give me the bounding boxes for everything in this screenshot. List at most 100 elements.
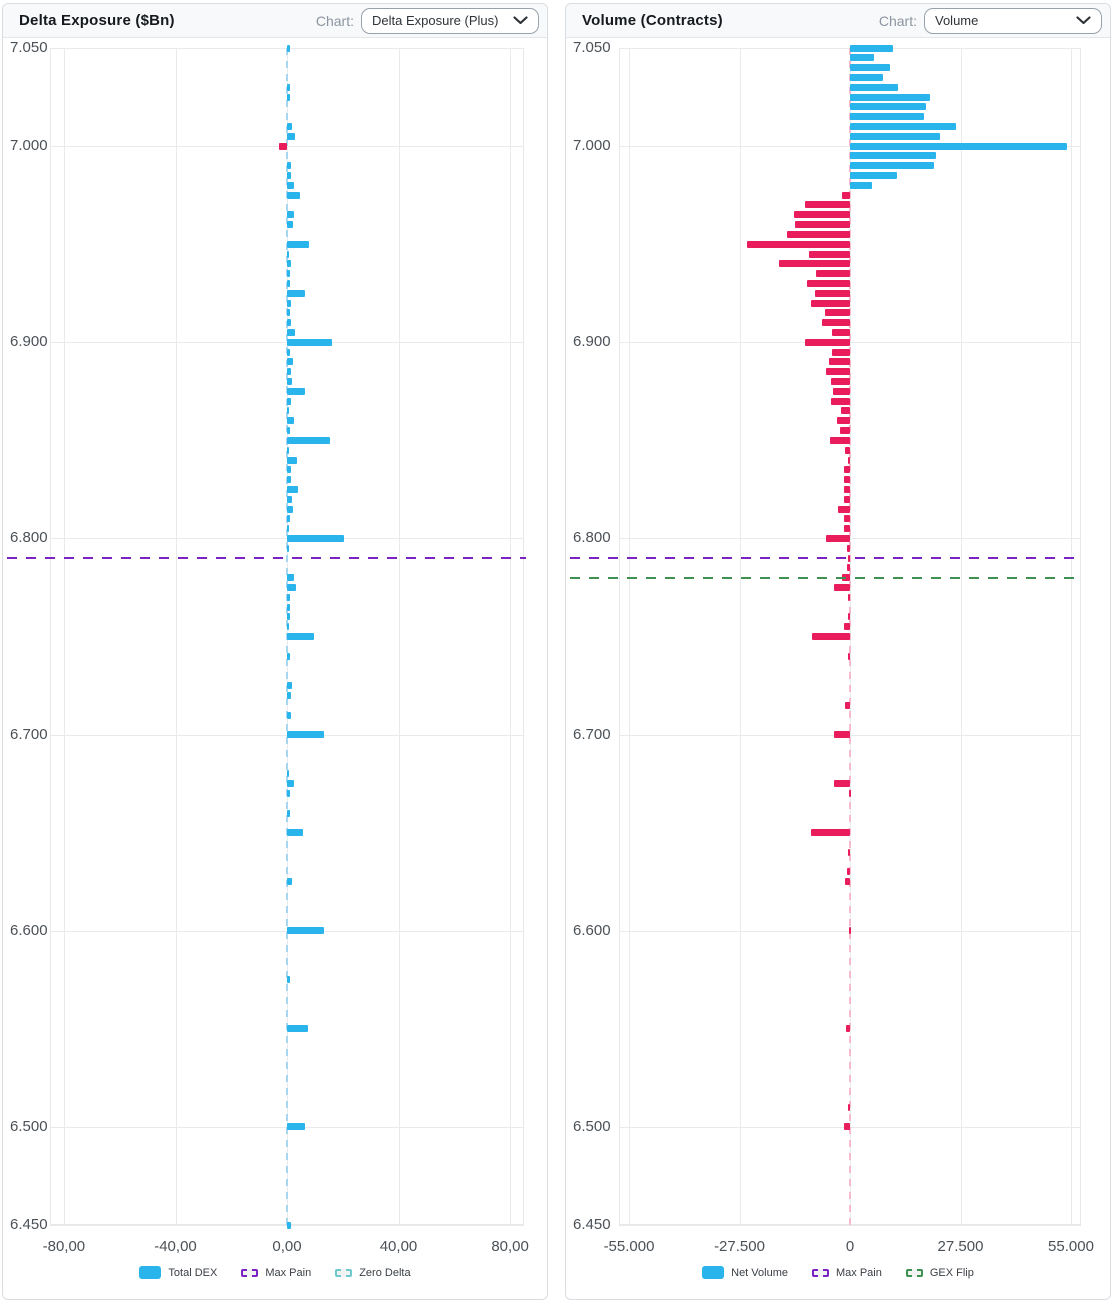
bar [850, 162, 934, 170]
bar [844, 446, 850, 454]
bar [287, 93, 291, 101]
legend-label: Max Pain [265, 1266, 312, 1279]
dropdown-selected-value: Delta Exposure (Plus) [372, 13, 499, 28]
y-tick-label: 6.800 [573, 529, 611, 547]
bar [287, 338, 332, 346]
panel-header: Delta Exposure ($Bn) Chart: Delta Exposu… [3, 4, 547, 38]
bar [848, 1103, 850, 1111]
bar [287, 633, 315, 640]
chart-select-label: Chart: [315, 12, 354, 29]
x-tick-label: -27.500 [714, 1238, 765, 1255]
bar [287, 348, 291, 356]
legend-item: Zero Delta [335, 1267, 411, 1279]
legend-swatch [241, 1268, 259, 1277]
legend: Total DEX Max Pain Zero Delta [3, 1266, 547, 1279]
bar [287, 191, 300, 199]
max-pain-line [570, 557, 1083, 559]
bar [846, 544, 850, 552]
bar [287, 485, 298, 493]
zero-axis-line [849, 48, 851, 1225]
grid-line-vertical [63, 48, 65, 1225]
x-tick-label: 40,00 [379, 1238, 418, 1255]
bar [846, 1025, 850, 1033]
legend-item: Max Pain [812, 1267, 882, 1279]
bar [850, 83, 898, 91]
bar [808, 250, 850, 258]
y-tick-label: 7.000 [573, 137, 611, 155]
grid-line-vertical [1071, 48, 1072, 1225]
bar [848, 652, 851, 660]
bar [829, 436, 850, 444]
y-tick-label: 6.700 [10, 725, 48, 743]
legend-swatch [812, 1268, 829, 1277]
y-tick-label: 6.600 [10, 921, 48, 939]
bar [833, 780, 850, 788]
bar [287, 181, 294, 189]
bar [287, 44, 291, 52]
bar [811, 829, 850, 837]
y-tick-label: 7.050 [10, 39, 48, 56]
bar [287, 358, 293, 366]
bar [840, 407, 850, 415]
legend: Net Volume Max Pain GEX Flip [566, 1266, 1110, 1279]
bar [848, 927, 851, 935]
volume-chart: -55.000 -27.500 0 27.500 55.000 7.050 7.000 6.9… [566, 39, 1110, 1299]
bar [815, 289, 850, 297]
bar [848, 593, 851, 601]
bar [287, 1025, 308, 1033]
bar [846, 564, 850, 572]
bar [287, 515, 290, 523]
x-tick-label: 0,00 [272, 1238, 302, 1255]
bar [287, 829, 303, 837]
chart-select-label: Chart: [878, 12, 917, 29]
bar [287, 319, 291, 327]
bar [779, 260, 850, 268]
bar [845, 701, 850, 709]
bar [811, 299, 850, 307]
bar [287, 505, 293, 513]
bar [850, 152, 936, 160]
chart-selector: Chart: Volume [878, 7, 1102, 34]
bar [287, 83, 290, 91]
bar [287, 613, 290, 621]
bar [838, 505, 850, 513]
bar [850, 181, 872, 189]
bar [845, 878, 850, 886]
volume-panel: Volume (Contracts) Chart: Volume -55.000… [565, 3, 1111, 1300]
bar [287, 240, 309, 248]
bar [844, 623, 850, 631]
grid-line-vertical [739, 48, 741, 1225]
bar [844, 1123, 850, 1131]
chart-type-dropdown[interactable]: Delta Exposure (Plus) [361, 7, 539, 34]
bar [833, 387, 850, 395]
grid-line-vertical [175, 48, 177, 1225]
y-tick-label: 6.500 [573, 1117, 611, 1135]
legend-swatch [335, 1268, 353, 1277]
legend-swatch [139, 1266, 162, 1279]
bar [287, 476, 291, 484]
x-tick-label: 27.500 [937, 1238, 984, 1255]
bar [830, 397, 850, 405]
bar [287, 309, 291, 317]
chart-type-dropdown[interactable]: Volume [924, 7, 1102, 34]
x-tick-label: -80,00 [42, 1238, 86, 1255]
legend-item: Max Pain [241, 1267, 311, 1279]
bar [287, 534, 344, 542]
dropdown-selected-value: Volume [935, 13, 979, 28]
bar [287, 789, 291, 797]
y-tick-label: 6.600 [573, 921, 611, 939]
bar [287, 623, 289, 631]
bar [287, 878, 292, 886]
bar [287, 387, 306, 395]
bar [811, 633, 850, 640]
bar [850, 64, 890, 72]
bar [850, 132, 940, 140]
y-tick-label: 6.450 [573, 1216, 611, 1233]
grid-line-vertical [510, 48, 512, 1225]
page-title: Delta Exposure ($Bn) [19, 12, 175, 29]
bar [287, 584, 297, 591]
grid-line-vertical [629, 48, 630, 1225]
bar [287, 270, 291, 278]
bar [795, 221, 850, 228]
grid-line-vertical [398, 48, 400, 1225]
